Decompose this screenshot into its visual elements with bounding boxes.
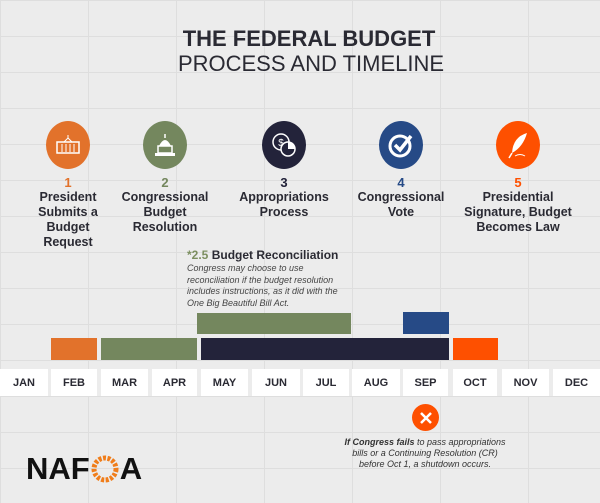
money-chart-icon: $ (262, 121, 306, 169)
timeline-bar-step-2-5 (197, 313, 351, 334)
nafoa-logo: NAF A (26, 451, 143, 486)
step-3: $ 3 Appropriations Process (229, 121, 339, 220)
reconciliation-number: *2.5 (187, 248, 209, 262)
step-1: 1 President Submits a Budget Request (13, 121, 123, 250)
step-label: President Submits a Budget Request (38, 190, 98, 249)
title-line-2: PROCESS AND TIMELINE (177, 51, 445, 76)
month-jul: JUL (303, 369, 349, 396)
step-number: 1 (64, 175, 72, 190)
x-circle-icon (412, 404, 439, 431)
shutdown-note-bold: If Congress fails (344, 437, 415, 447)
timeline-bar-step-5 (453, 338, 498, 360)
step-5: 5 Presidential Signature, Budget Becomes… (463, 121, 573, 235)
quill-icon (496, 121, 540, 169)
step-label: Presidential Signature, Budget Becomes L… (464, 190, 572, 234)
month-dec: DEC (553, 369, 600, 396)
step-number: 5 (514, 175, 522, 190)
svg-text:$: $ (278, 138, 284, 149)
step-number: 3 (280, 175, 288, 190)
month-apr: APR (152, 369, 197, 396)
title-line-1: THE FEDERAL BUDGET (182, 26, 436, 51)
step-4: 4 Congressional Vote (346, 121, 456, 220)
reconciliation-text: Congress may choose to use reconciliatio… (187, 263, 338, 308)
month-sep: SEP (403, 369, 448, 396)
capitol-icon (143, 121, 187, 169)
reconciliation-heading: *2.5 Budget Reconciliation (187, 248, 338, 262)
white-house-icon (46, 121, 90, 169)
reconciliation-title: Budget Reconciliation (211, 248, 339, 262)
month-may: MAY (201, 369, 248, 396)
shutdown-note: If Congress fails to pass appropriations… (340, 437, 510, 470)
step-2: 2 Congressional Budget Resolution (110, 121, 220, 235)
timeline-bar-step-2 (101, 338, 197, 360)
month-aug: AUG (352, 369, 400, 396)
shutdown-note-text: to pass appropriations bills or a Contin… (352, 437, 506, 469)
month-feb: FEB (51, 369, 97, 396)
checkmark-icon (379, 121, 423, 169)
month-oct: OCT (453, 369, 497, 396)
step-label: Appropriations Process (239, 190, 329, 219)
month-jan: JAN (0, 369, 48, 396)
step-label: Congressional Budget Resolution (121, 190, 209, 234)
month-nov: NOV (502, 369, 549, 396)
sun-o-icon (91, 455, 119, 483)
month-mar: MAR (101, 369, 148, 396)
step-label: Congressional Vote (357, 190, 445, 219)
month-jun: JUN (252, 369, 300, 396)
step-number: 2 (161, 175, 169, 190)
timeline-bar-step-4 (403, 312, 449, 334)
timeline-bar-step-3 (201, 338, 449, 360)
step-number: 4 (397, 175, 405, 190)
timeline-bar-step-1 (51, 338, 97, 360)
